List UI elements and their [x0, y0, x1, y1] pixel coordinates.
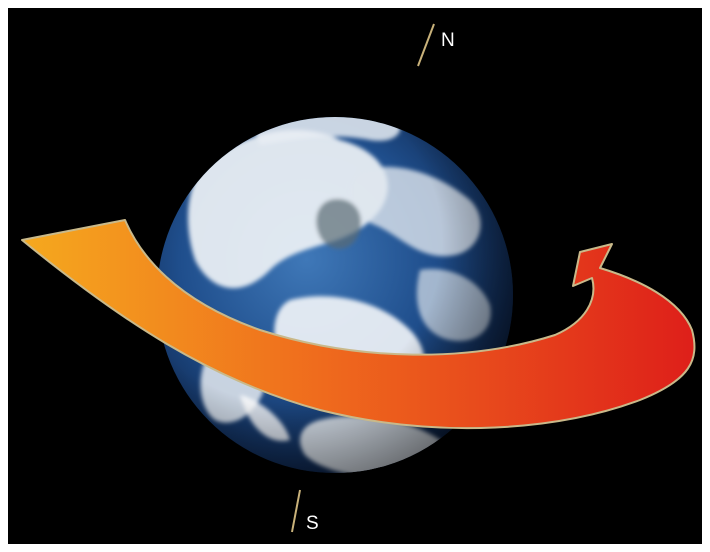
north-pole-label: N	[441, 31, 455, 50]
south-pole-label: S	[306, 514, 319, 533]
